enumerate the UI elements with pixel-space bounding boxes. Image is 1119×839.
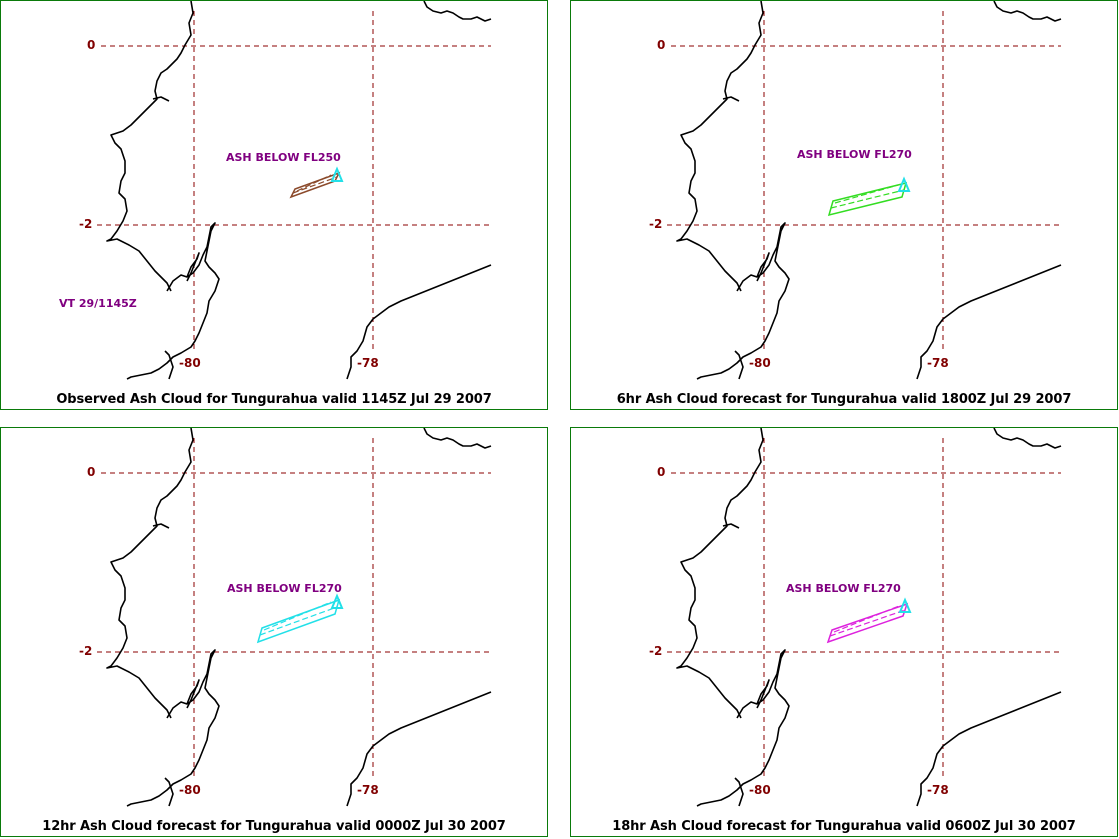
coastline-segment — [106, 1, 194, 292]
coastline-segment — [106, 428, 194, 719]
coastline — [106, 428, 492, 807]
coastline-segment — [756, 252, 770, 282]
lon-label-minus80: -80 — [179, 783, 201, 797]
coastline — [676, 1, 1062, 380]
coastline-segment — [126, 222, 220, 380]
coastline-segment — [676, 428, 764, 719]
lat-label-0: 0 — [87, 38, 96, 52]
map-canvas — [97, 428, 492, 807]
coastline — [676, 428, 1062, 807]
coastline-segment — [186, 679, 200, 709]
ash-cloud-polygon — [827, 176, 911, 217]
panel-caption: 12hr Ash Cloud forecast for Tungurahua v… — [42, 819, 506, 834]
lon-label-minus80: -80 — [749, 356, 771, 370]
panel-caption: 6hr Ash Cloud forecast for Tungurahua va… — [616, 392, 1072, 407]
coastline-segment — [993, 1, 1062, 22]
lat-label-0: 0 — [657, 465, 666, 479]
map-panel-observed: 0 -2 -80 -78 ASH BELOW FL250 VT 29/1145Z… — [0, 0, 548, 410]
valid-time-label: VT 29/1145Z — [59, 297, 137, 310]
ash-cloud-hatch — [292, 176, 338, 194]
coastline-segment — [696, 649, 790, 807]
coastline-segment — [676, 1, 764, 292]
ash-level-label: ASH BELOW FL270 — [797, 148, 912, 161]
ash-cloud-hatch — [834, 184, 899, 204]
ash-cloud-hatch — [296, 174, 332, 192]
coastline-segment — [734, 777, 744, 807]
map-canvas — [667, 428, 1062, 807]
map-panel-18hr: 0 -2 -80 -78 ASH BELOW FL270 18hr Ash Cl… — [570, 427, 1118, 837]
lon-label-minus78: -78 — [927, 783, 949, 797]
coastline-segment — [152, 523, 170, 529]
coastline-segment — [346, 264, 492, 380]
lat-label-0: 0 — [87, 465, 96, 479]
ash-cloud-polygon — [289, 166, 344, 199]
lat-label-minus2: -2 — [649, 217, 663, 231]
lat-label-minus2: -2 — [79, 217, 93, 231]
coastline-segment — [423, 1, 492, 22]
coastline-segment — [734, 350, 744, 380]
lat-label-minus2: -2 — [649, 644, 663, 658]
coastline — [106, 1, 492, 380]
coastline-segment — [722, 523, 740, 529]
graticule — [97, 11, 491, 351]
ash-cloud-hatch — [263, 601, 332, 631]
map-canvas — [667, 1, 1062, 380]
coastline-segment — [916, 264, 1062, 380]
coastline-segment — [916, 691, 1062, 807]
lat-label-0: 0 — [657, 38, 666, 52]
lat-label-minus2: -2 — [79, 644, 93, 658]
graticule — [667, 438, 1061, 778]
panel-caption: Observed Ash Cloud for Tungurahua valid … — [56, 392, 492, 407]
coastline-segment — [126, 649, 220, 807]
map-panel-6hr: 0 -2 -80 -78 ASH BELOW FL270 6hr Ash Clo… — [570, 0, 1118, 410]
graticule — [97, 438, 491, 778]
coastline-segment — [164, 777, 174, 807]
volcano-marker-icon — [898, 597, 912, 613]
volcano-marker-icon — [897, 176, 911, 192]
ash-cloud-hatch — [259, 606, 338, 636]
ash-level-label: ASH BELOW FL250 — [226, 151, 341, 164]
lon-label-minus80: -80 — [179, 356, 201, 370]
graticule — [667, 11, 1061, 351]
ash-level-label: ASH BELOW FL270 — [786, 582, 901, 595]
ash-cloud-polygon — [256, 593, 344, 644]
lon-label-minus78: -78 — [927, 356, 949, 370]
volcano-marker-icon — [330, 593, 344, 609]
coastline-segment — [756, 679, 770, 709]
coastline-segment — [722, 96, 740, 102]
coastline-segment — [164, 350, 174, 380]
ash-cloud-hatch — [829, 609, 906, 637]
lon-label-minus78: -78 — [357, 783, 379, 797]
map-panel-12hr: 0 -2 -80 -78 ASH BELOW FL270 12hr Ash Cl… — [0, 427, 548, 837]
coastline-segment — [423, 428, 492, 449]
coastline-segment — [346, 691, 492, 807]
panel-caption: 18hr Ash Cloud forecast for Tungurahua v… — [612, 819, 1076, 834]
ash-cloud-hatch — [833, 605, 900, 633]
ash-cloud-polygon — [826, 597, 912, 644]
ash-level-label: ASH BELOW FL270 — [227, 582, 342, 595]
coastline-segment — [186, 252, 200, 282]
volcano-marker-icon — [330, 166, 344, 182]
map-canvas — [97, 1, 492, 380]
coastline-segment — [993, 428, 1062, 449]
coastline-segment — [152, 96, 170, 102]
coastline-segment — [696, 222, 790, 380]
lon-label-minus80: -80 — [749, 783, 771, 797]
lon-label-minus78: -78 — [357, 356, 379, 370]
ash-cloud-hatch — [830, 189, 905, 209]
